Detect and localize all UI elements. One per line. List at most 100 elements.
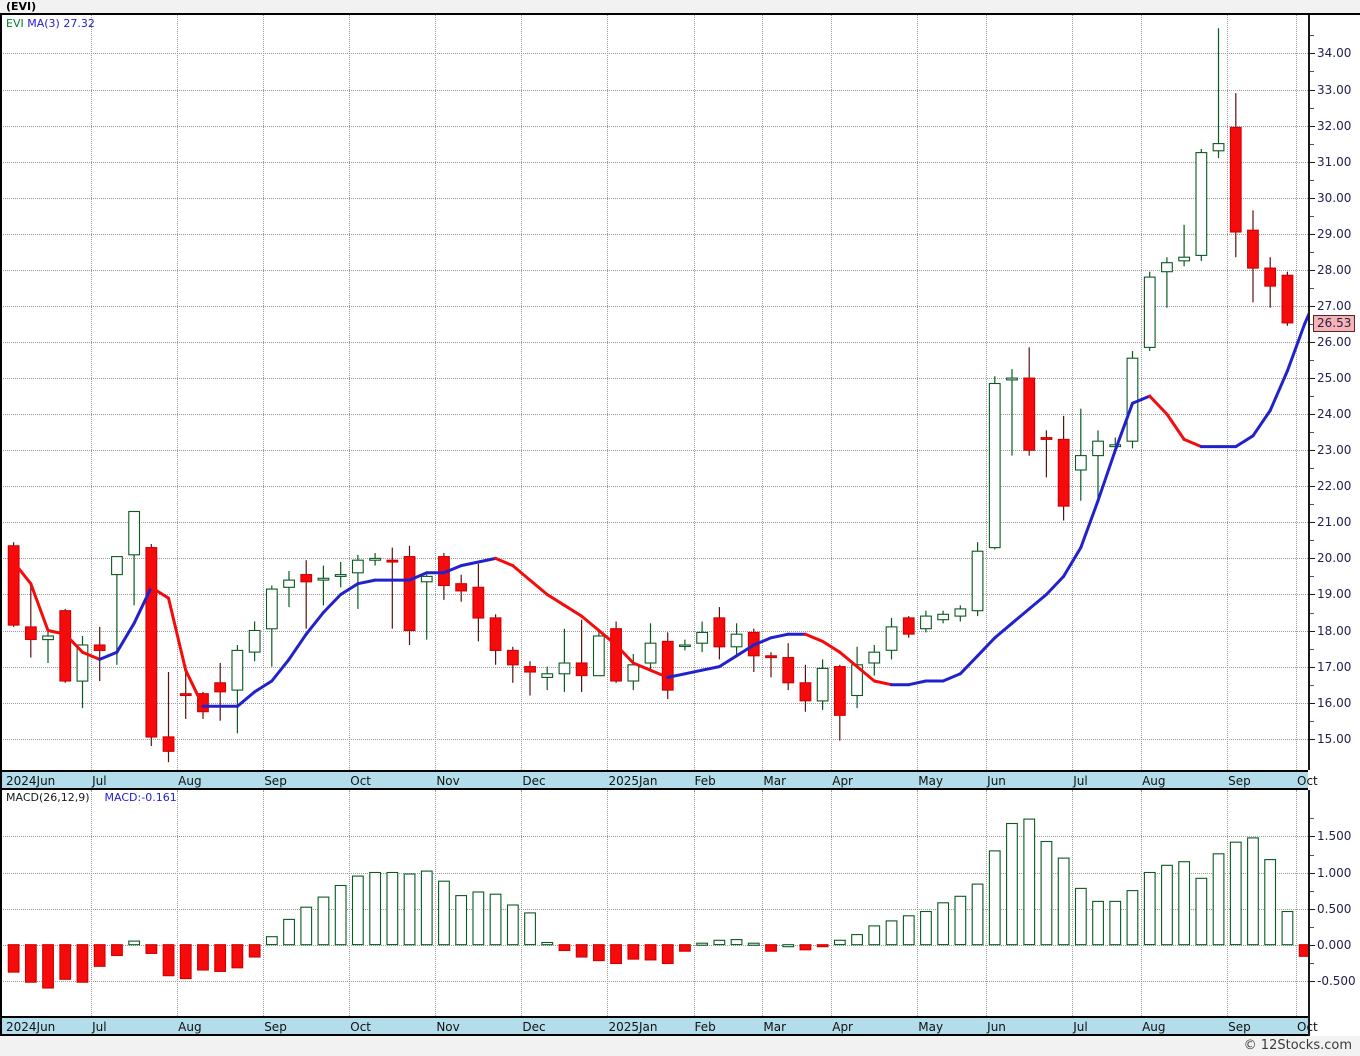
macd-bar-positive <box>369 871 382 946</box>
gridline-vertical <box>693 15 695 770</box>
candle-body-down <box>1057 438 1070 507</box>
price-axis-minor-tick <box>1310 360 1314 362</box>
ma-line-segment <box>993 621 1014 640</box>
candle-body-up <box>1092 440 1104 457</box>
date-axis-label: Aug <box>178 774 202 788</box>
price-axis-tick-label: 19.00 <box>1317 587 1352 602</box>
candle-body-up <box>231 649 244 691</box>
price-axis-tick-label: 29.00 <box>1317 226 1352 241</box>
macd-bar-positive <box>265 936 278 946</box>
macd-bar-positive <box>1006 822 1018 946</box>
macd-bar-positive <box>988 850 1001 946</box>
candle-body-up <box>317 577 330 581</box>
date-axis-label: Nov <box>436 1020 460 1034</box>
gridline-horizontal <box>1 161 1308 163</box>
gridline-horizontal <box>1 233 1308 235</box>
price-axis-minor-tick <box>1310 251 1314 253</box>
date-axis-label: Oct <box>350 1020 372 1034</box>
ma-line-segment <box>545 593 566 607</box>
gridline-vertical <box>762 790 764 1036</box>
ma-line-segment <box>235 690 257 708</box>
date-axis-label: Oct <box>1297 1020 1318 1034</box>
gridline-horizontal <box>1 980 1308 982</box>
ma-line-segment <box>821 639 842 654</box>
macd-bar-positive <box>351 875 364 946</box>
macd-bar-negative <box>679 944 691 952</box>
gridline-vertical <box>91 790 93 1036</box>
candle-body-up <box>42 635 54 641</box>
candle-body-up <box>868 651 881 664</box>
date-axis-label: 2024Jun <box>6 1020 56 1034</box>
candle-body-down <box>489 617 502 651</box>
macd-axis-tick <box>1310 908 1315 910</box>
ma-line-segment <box>872 679 893 687</box>
candle-body-up <box>730 633 743 648</box>
date-axis-upper: 2024Jun Jul Aug Sep Oct Nov Dec 2025Jan Feb Mar Ap… <box>0 770 1318 790</box>
macd-bar-positive <box>420 870 433 946</box>
ma-line-segment <box>1285 322 1307 373</box>
macd-bar-positive <box>489 893 502 946</box>
ma-line-segment <box>1234 434 1255 449</box>
macd-bar-positive <box>833 939 846 946</box>
macd-axis-tick-label: 1.500 <box>1317 829 1352 844</box>
macd-bar-positive <box>971 883 984 946</box>
price-axis-tick <box>1310 89 1315 91</box>
gridline-vertical <box>831 15 833 770</box>
macd-axis-tick <box>1310 980 1315 982</box>
candle-body-down <box>403 556 416 632</box>
gridline-horizontal <box>1 522 1308 524</box>
ma-line-segment <box>476 556 498 564</box>
ma-line-segment <box>614 643 635 665</box>
macd-bar-positive <box>1281 910 1294 946</box>
last-price-tag: 26.53 <box>1313 314 1356 332</box>
candle-body-up <box>954 608 967 617</box>
price-axis-tick <box>1310 450 1315 452</box>
price-axis-tick-label: 27.00 <box>1317 298 1352 313</box>
gridline-vertical <box>91 15 93 770</box>
ma-line-segment <box>321 593 343 614</box>
price-axis-tick <box>1310 342 1315 343</box>
gridline-vertical <box>349 15 351 770</box>
gridline-vertical <box>831 790 833 1036</box>
macd-legend-name: MACD(26,12,9) <box>6 791 90 804</box>
price-chart-panel: EVI MA(3) 27.32 34.00 33.00 32.00 31.00 30.0… <box>0 15 1360 770</box>
price-axis-minor-tick <box>1310 540 1314 542</box>
gridline-horizontal <box>1 450 1308 452</box>
price-axis-tick <box>1310 161 1315 163</box>
macd-bar-positive <box>455 895 468 946</box>
candle-body-up <box>885 626 898 651</box>
price-axis-minor-tick <box>1310 504 1314 506</box>
price-plot-area[interactable]: EVI MA(3) 27.32 <box>1 15 1308 770</box>
ma-line-segment <box>976 636 997 658</box>
price-axis-minor-tick <box>1310 648 1314 650</box>
ma-line-segment <box>700 665 721 672</box>
candle-body-down <box>455 583 468 592</box>
gridline-vertical <box>762 15 764 770</box>
macd-bar-negative <box>231 944 244 969</box>
macd-bar-positive <box>1023 818 1036 946</box>
gridline-vertical <box>177 15 179 770</box>
ma-line-segment <box>1062 546 1083 578</box>
gridline-horizontal <box>1 197 1308 199</box>
candle-body-down <box>145 547 158 738</box>
ma-line-segment <box>184 668 205 708</box>
ma-line-segment <box>494 556 515 568</box>
macd-bar-negative <box>558 944 571 952</box>
gridline-vertical <box>177 790 179 1036</box>
candle-body-down <box>1040 437 1053 440</box>
macd-plot-area[interactable]: MACD(26,12,9) MACD:-0.161 <box>1 790 1308 1036</box>
candle-body-up <box>334 574 347 577</box>
date-axis-label: Jul <box>1073 1020 1088 1034</box>
candle-body-up <box>1178 256 1191 262</box>
candle-body-down <box>902 617 915 635</box>
candle-body-down <box>197 693 209 713</box>
date-axis-label: Sep <box>1228 1020 1251 1034</box>
gridline-vertical <box>1072 15 1074 770</box>
date-axis-label: Jul <box>1073 774 1088 788</box>
ma-line-segment <box>408 571 429 582</box>
gridline-horizontal <box>1 486 1308 488</box>
price-candles-svg <box>7 28 1308 763</box>
candle-body-up <box>541 673 554 678</box>
candle-body-up <box>265 588 278 630</box>
